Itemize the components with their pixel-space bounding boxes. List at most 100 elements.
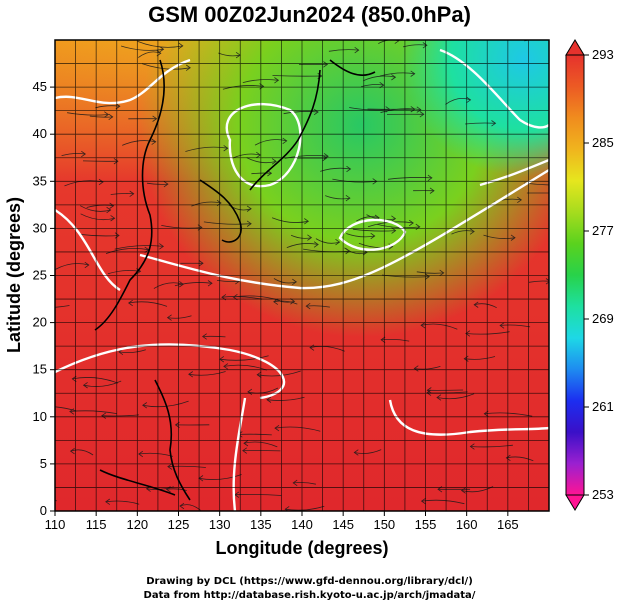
- streamline-arrowhead: [110, 215, 116, 222]
- streamline-arrowhead: [416, 106, 422, 113]
- streamline-arrowhead: [256, 371, 262, 378]
- streamline-arrowhead: [309, 344, 315, 351]
- streamline-arrowhead: [466, 96, 472, 104]
- streamline: [247, 387, 279, 394]
- y-axis: 0 5 10 15 20 25 30 35 40 45: [33, 79, 55, 518]
- streamline-arrowhead: [207, 280, 213, 287]
- streamline: [153, 282, 184, 289]
- streamline: [506, 456, 534, 462]
- streamline-arrowhead: [510, 234, 516, 241]
- colorbar-label: 285: [592, 135, 614, 150]
- streamline: [55, 305, 70, 308]
- streamline-arrowhead: [223, 363, 229, 370]
- streamline: [110, 193, 134, 195]
- streamline: [380, 108, 421, 113]
- coastlines: [94, 59, 376, 501]
- streamline-arrowhead: [178, 42, 184, 50]
- streamline-arrowhead: [408, 219, 414, 227]
- streamline: [188, 371, 226, 376]
- streamline-arrowhead: [223, 145, 229, 152]
- streamline: [221, 296, 263, 300]
- streamline-arrowhead: [271, 158, 277, 165]
- x-tick-label: 165: [497, 517, 519, 532]
- colorbar-gradient: [565, 54, 585, 496]
- streamline: [128, 301, 168, 307]
- streamline-arrowhead: [436, 394, 442, 401]
- streamline: [325, 195, 350, 200]
- y-axis-title: Latitude (degrees): [4, 197, 24, 353]
- x-tick-label: 130: [209, 517, 231, 532]
- streamline: [356, 216, 380, 222]
- streamline-arrowhead: [151, 138, 157, 145]
- temperature-field-plot: [55, 40, 549, 511]
- streamline: [122, 140, 156, 146]
- streamline-arrowhead: [71, 375, 77, 383]
- streamline-arrowhead: [410, 70, 416, 77]
- streamline: [114, 245, 164, 250]
- streamline-arrowhead: [113, 158, 119, 165]
- streamline-arrowhead: [242, 447, 248, 454]
- streamline-arrowhead: [413, 365, 419, 372]
- streamline: [306, 305, 330, 308]
- streamline-arrowhead: [460, 487, 466, 494]
- x-tick-label: 115: [86, 517, 107, 532]
- streamline-arrowhead: [354, 46, 360, 54]
- streamline-arrowhead: [274, 77, 280, 84]
- streamline-arrowhead: [426, 389, 432, 396]
- credit-line-2: Data from http://database.rish.kyoto-u.a…: [143, 590, 476, 601]
- streamline-arrowhead: [426, 387, 432, 394]
- streamline-arrowhead: [323, 61, 329, 68]
- x-axis: 110 115 120 125 130 135 140 145 150 155 160 165: [45, 511, 519, 532]
- streamline: [328, 49, 359, 52]
- streamline: [70, 449, 94, 456]
- streamline-arrowhead: [313, 241, 319, 248]
- streamline-arrowhead: [82, 382, 88, 389]
- streamline-arrowhead: [128, 299, 133, 307]
- streamline: [273, 300, 298, 305]
- streamline: [414, 366, 441, 370]
- streamline-arrowhead: [109, 202, 115, 209]
- streamline: [346, 233, 375, 238]
- streamline-arrowhead: [98, 178, 104, 186]
- streamline: [266, 396, 305, 401]
- streamline-arrowhead: [439, 269, 445, 277]
- streamline: [238, 433, 272, 436]
- streamline-arrowhead: [292, 479, 298, 487]
- streamline: [381, 338, 410, 342]
- streamline-arrowhead: [284, 506, 290, 511]
- streamline-arrowhead: [345, 194, 351, 202]
- streamline: [290, 234, 312, 239]
- streamline-arrowhead: [108, 113, 114, 121]
- streamline: [198, 474, 242, 480]
- streamline: [528, 280, 549, 283]
- streamline: [83, 380, 122, 387]
- y-tick-label: 30: [33, 220, 47, 235]
- streamline-arrowhead: [198, 260, 204, 267]
- streamline-arrowhead: [114, 232, 120, 239]
- streamline: [272, 75, 322, 77]
- streamline-arrowhead: [166, 314, 172, 321]
- streamline-arrowhead: [69, 447, 75, 455]
- streamline: [363, 75, 396, 82]
- colorbar-label: 269: [592, 311, 614, 326]
- streamline-arrowhead: [142, 402, 148, 409]
- streamline-arrowhead: [469, 443, 475, 450]
- lat-lon-grid: [55, 40, 549, 511]
- streamline: [216, 280, 240, 282]
- streamline: [218, 52, 241, 57]
- streamline: [387, 177, 432, 180]
- streamline: [67, 112, 109, 116]
- streamline: [55, 263, 89, 270]
- streamline-arrowhead: [159, 46, 165, 53]
- streamline-arrowhead: [163, 180, 169, 188]
- streamline: [354, 449, 382, 454]
- streamline-arrowhead: [419, 111, 425, 118]
- y-tick-label: 20: [33, 315, 47, 330]
- x-tick-label: 110: [45, 517, 66, 532]
- streamline-arrowhead: [106, 206, 112, 214]
- streamline: [251, 172, 272, 175]
- streamline-arrowhead: [380, 336, 386, 343]
- streamline: [360, 84, 384, 88]
- y-tick-label: 15: [33, 362, 47, 377]
